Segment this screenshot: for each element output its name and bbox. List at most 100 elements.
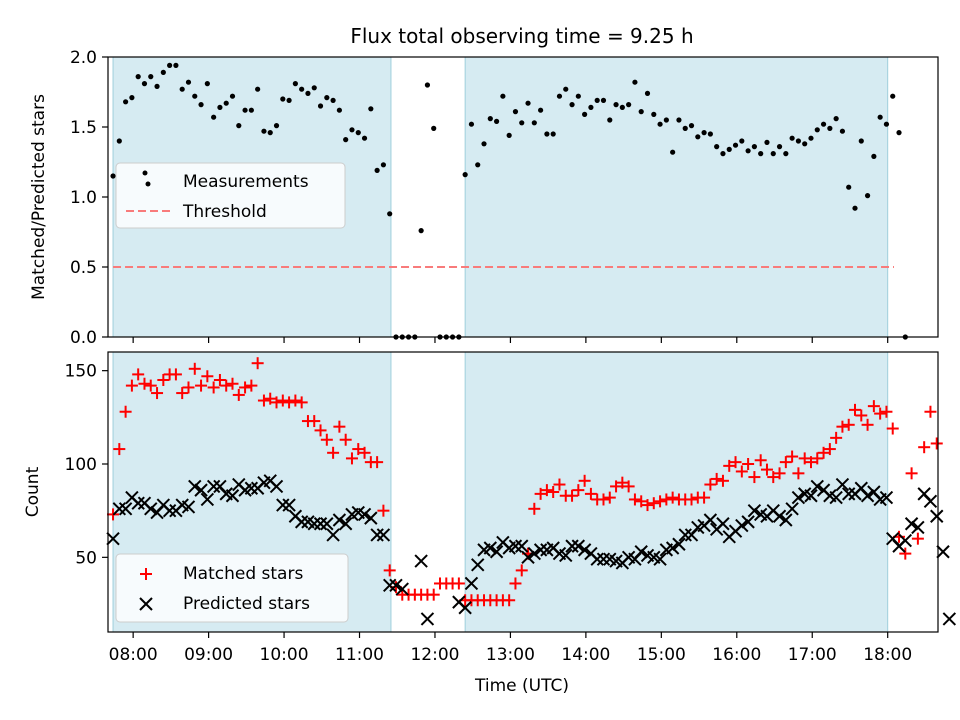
measurement-point-105 — [764, 139, 770, 145]
matched-star-point-5 — [132, 368, 145, 381]
matched-star-point-9 — [157, 374, 170, 386]
matched-star-point-71 — [547, 486, 560, 498]
measurement-point-90 — [670, 149, 676, 155]
predicted-star-point-27 — [269, 479, 284, 494]
measurement-point-92 — [682, 125, 688, 131]
predicted-star-point-49 — [420, 612, 435, 626]
matched-star-point-6 — [138, 377, 151, 390]
legend-predicted-label: Predicted stars — [183, 594, 310, 614]
measurement-point-125 — [890, 93, 896, 99]
matched-star-point-13 — [182, 381, 195, 394]
matched-star-point-101 — [735, 465, 748, 478]
measurement-point-38 — [343, 137, 349, 143]
matched-star-point-72 — [553, 478, 566, 491]
predicted-star-point-125 — [923, 494, 938, 509]
bottom-axes-frame — [107, 351, 939, 633]
matched-star-point-2 — [113, 443, 126, 456]
matched-star-point-79 — [597, 493, 610, 506]
measurement-point-117 — [839, 128, 846, 134]
measurement-point-73 — [563, 86, 569, 92]
predicted-star-point-23 — [244, 481, 259, 495]
matched-star-point-21 — [232, 388, 245, 401]
xtick-label-11: 18:00 — [863, 645, 912, 665]
matched-star-point-95 — [698, 491, 711, 504]
predicted-star-point-46 — [389, 578, 403, 593]
predicted-star-point-107 — [810, 479, 824, 494]
matched-star-point-120 — [855, 409, 868, 422]
matched-star-point-89 — [660, 493, 673, 506]
measurement-point-113 — [814, 127, 820, 133]
matched-star-point-3 — [119, 405, 132, 418]
measurement-point-107 — [776, 144, 783, 150]
matched-star-point-8 — [151, 387, 164, 400]
bottom-y-axis-label: Count — [23, 466, 43, 517]
matched-star-point-19 — [220, 379, 233, 392]
matched-star-point-111 — [798, 452, 811, 465]
legend-threshold-label: Threshold — [182, 202, 267, 222]
matched-star-point-128 — [905, 467, 918, 480]
bottom-ytick-label-3: 150 — [65, 362, 97, 382]
top-legend: Measurements Threshold — [115, 162, 346, 229]
measurement-point-19 — [223, 100, 229, 106]
matched-star-point-39 — [345, 452, 358, 465]
top-ytick-label-3: 1.0 — [70, 188, 97, 208]
predicted-star-point-38 — [338, 517, 353, 531]
measurement-point-45 — [387, 211, 393, 217]
matched-star-point-68 — [528, 502, 541, 515]
predicted-star-point-127 — [936, 545, 950, 559]
measurement-point-20 — [229, 93, 236, 99]
matched-star-point-115 — [823, 443, 836, 456]
matched-star-point-69 — [534, 487, 547, 500]
matched-star-point-20 — [226, 377, 239, 390]
measurement-point-18 — [217, 104, 223, 110]
predicted-star-point-5 — [131, 496, 145, 510]
matched-star-point-123 — [874, 407, 887, 420]
bottom-ytick-label-2: 100 — [65, 455, 97, 475]
matched-star-point-34 — [314, 424, 327, 437]
matched-star-point-87 — [647, 497, 660, 510]
matched-star-point-118 — [842, 418, 855, 431]
measurement-point-119 — [852, 205, 858, 211]
matched-star-point-80 — [603, 491, 616, 504]
matched-star-point-86 — [641, 499, 654, 512]
measurement-point-12 — [179, 86, 185, 92]
measurement-point-7 — [148, 74, 154, 80]
predicted-star-point-101 — [772, 509, 787, 523]
predicted-star-point-3 — [118, 502, 133, 516]
count-points — [106, 357, 957, 626]
matched-star-point-56 — [452, 577, 465, 590]
measurement-point-61 — [487, 116, 493, 122]
matched-star-point-11 — [169, 368, 182, 381]
matched-star-point-37 — [333, 420, 346, 433]
measurement-point-4 — [129, 95, 135, 101]
matched-star-point-82 — [616, 476, 629, 489]
predicted-star-point-52 — [464, 576, 479, 591]
matched-star-point-24 — [251, 357, 264, 370]
matched-star-point-97 — [710, 472, 723, 485]
measurement-point-34 — [317, 103, 324, 109]
measurement-point-68 — [531, 120, 537, 126]
predicted-star-point-72 — [590, 552, 604, 566]
legend-matched-label: Matched stars — [183, 564, 303, 584]
matched-star-point-44 — [377, 504, 390, 517]
measurement-point-10 — [167, 62, 173, 68]
matched-star-point-38 — [339, 433, 352, 446]
predicted-star-point-110 — [829, 490, 843, 505]
measurement-point-23 — [248, 107, 254, 113]
measurement-point-89 — [663, 117, 669, 123]
measurement-point-43 — [374, 167, 380, 173]
matched-star-point-76 — [578, 474, 591, 487]
measurement-point-109 — [789, 135, 795, 141]
predicted-star-point-92 — [716, 517, 730, 531]
predicted-star-point-82 — [653, 552, 667, 566]
predicted-star-point-44 — [376, 528, 391, 542]
measurement-point-62 — [493, 118, 500, 124]
measurement-point-52 — [431, 125, 437, 131]
measurement-point-63 — [500, 93, 506, 99]
predicted-star-point-56 — [489, 545, 504, 559]
measurement-point-57 — [462, 172, 468, 178]
measurement-point-41 — [361, 135, 368, 141]
matched-star-point-12 — [176, 387, 189, 400]
measurement-point-32 — [305, 90, 311, 96]
bottom-legend: Matched stars Predicted stars — [115, 553, 349, 623]
